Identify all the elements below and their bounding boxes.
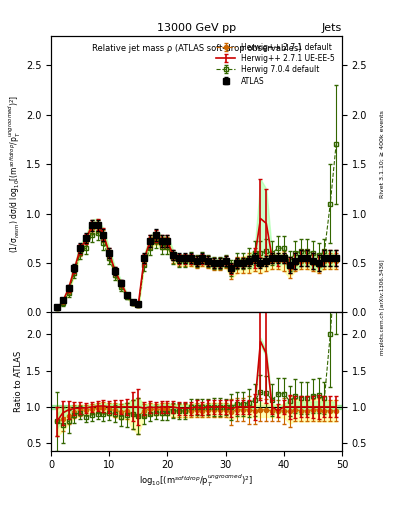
Text: Relative jet mass ρ (ATLAS soft-drop observables): Relative jet mass ρ (ATLAS soft-drop obs… [92, 44, 301, 53]
Text: 13000 GeV pp: 13000 GeV pp [157, 23, 236, 33]
Text: Rivet 3.1.10; ≥ 400k events: Rivet 3.1.10; ≥ 400k events [380, 110, 385, 198]
Text: Jets: Jets [321, 23, 342, 33]
Legend: Herwig++ 2.7.1 default, Herwig++ 2.7.1 UE-EE-5, Herwig 7.0.4 default, ATLAS: Herwig++ 2.7.1 default, Herwig++ 2.7.1 U… [213, 39, 338, 89]
Y-axis label: (1/σ$_{resm}$) dσ/d log$_{10}$[(m$^{soft drop}$/p$_T^{ungroomed}$)$^2$]: (1/σ$_{resm}$) dσ/d log$_{10}$[(m$^{soft… [7, 95, 23, 253]
X-axis label: log$_{10}$[(m$^{soft drop}$/p$_T^{ungroomed}$)$^2$]: log$_{10}$[(m$^{soft drop}$/p$_T^{ungroo… [140, 473, 253, 489]
Y-axis label: Ratio to ATLAS: Ratio to ATLAS [14, 351, 23, 412]
Text: mcplots.cern.ch [arXiv:1306.3436]: mcplots.cern.ch [arXiv:1306.3436] [380, 260, 385, 355]
Bar [51, 404, 342, 409]
